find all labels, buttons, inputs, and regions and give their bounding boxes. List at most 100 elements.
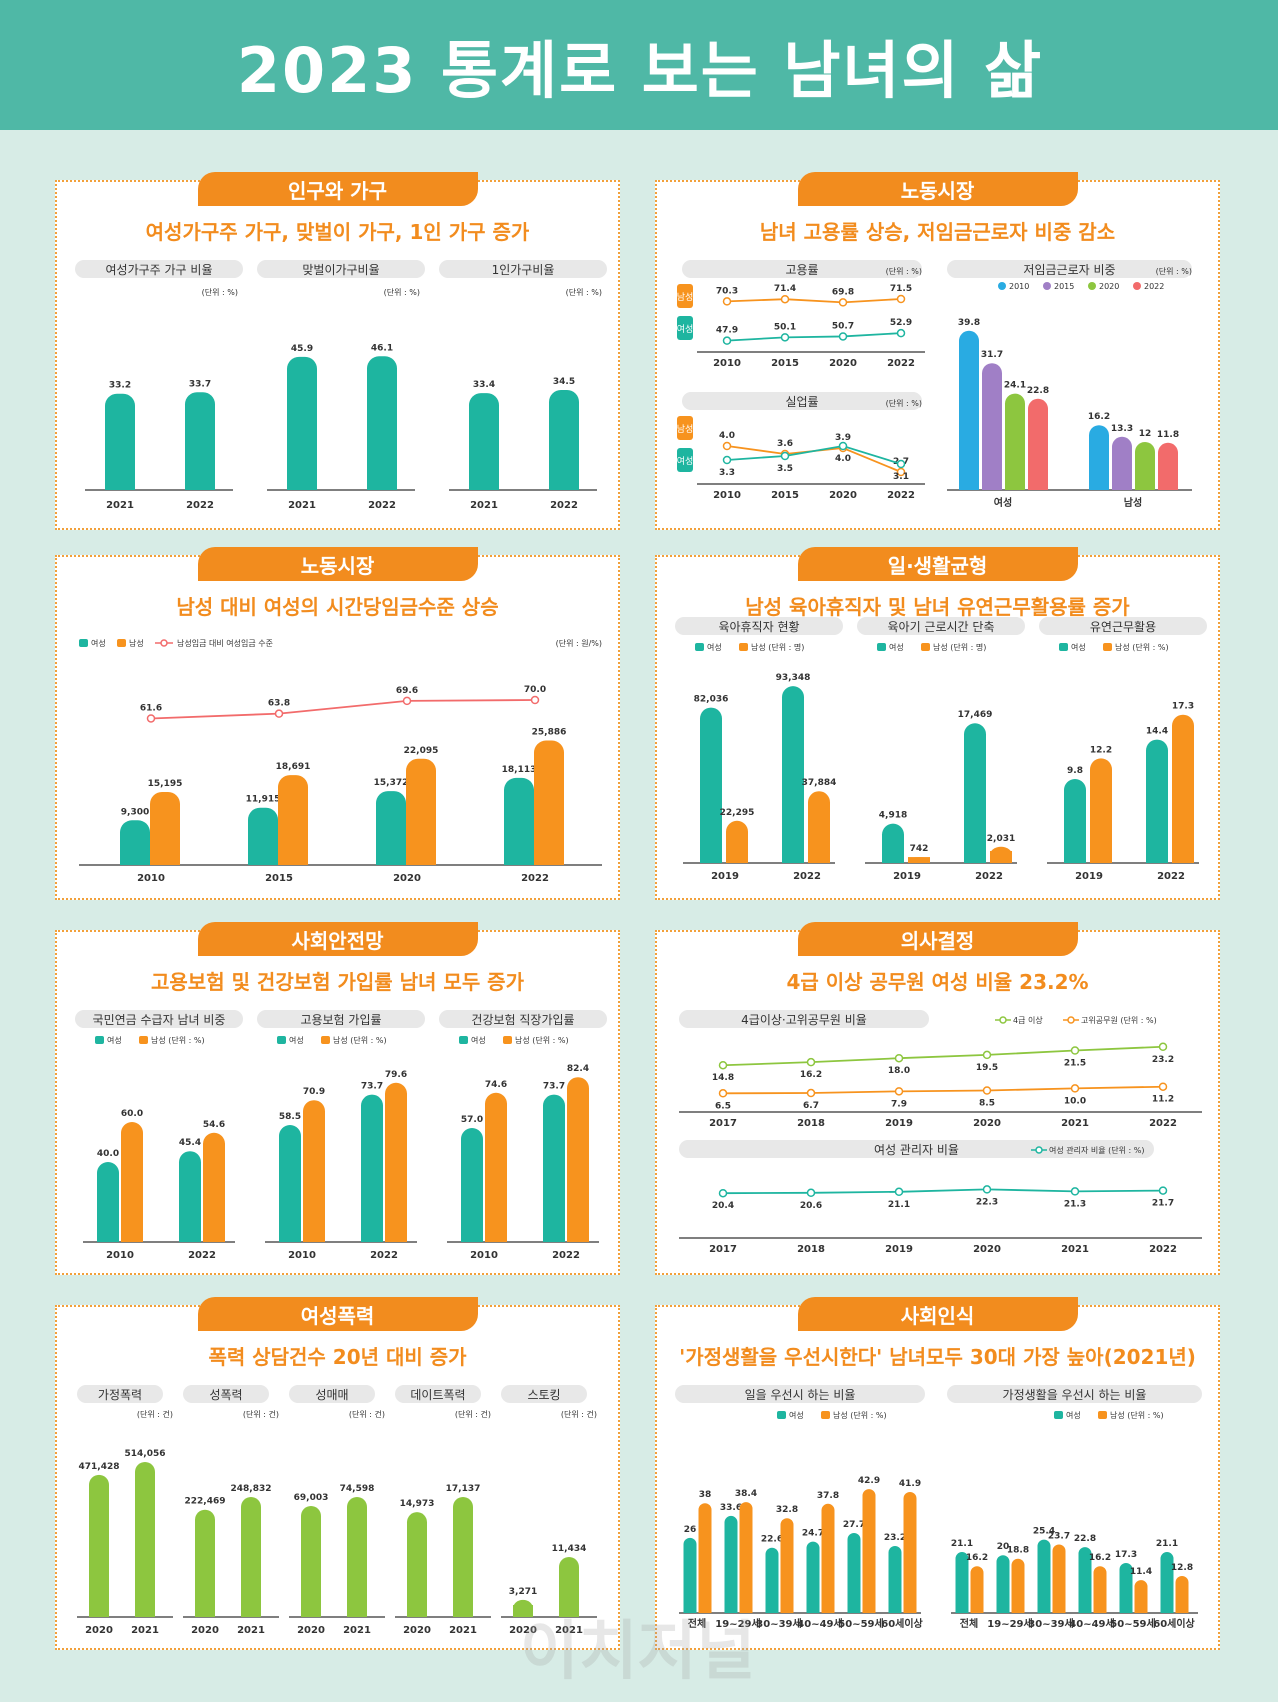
bar — [1064, 779, 1086, 863]
card-social-perception: 사회인식 '가정생활을 우선시한다' 남녀모두 30대 가장 높아(2021년)… — [655, 1297, 1220, 1650]
chart-title: 육아휴직자 현황 — [718, 620, 799, 634]
series-point — [718, 1060, 728, 1070]
data-label: 38 — [699, 1490, 712, 1500]
data-label: 24.7 — [802, 1529, 824, 1539]
data-label: 74.6 — [485, 1080, 507, 1090]
data-label: 21.1 — [888, 1200, 910, 1210]
series-point — [1070, 1187, 1080, 1196]
section-badge: 노동시장 — [797, 172, 1078, 206]
legend-label: 남성 (단위 : %) — [833, 1410, 887, 1420]
data-label: 14.8 — [712, 1073, 734, 1083]
bar-base — [1158, 478, 1178, 490]
category-label: 2015 — [265, 873, 293, 884]
bar — [724, 1515, 738, 1613]
section-headline: 남성 대비 여성의 시간당임금수준 상승 — [176, 595, 499, 619]
series-point — [894, 1187, 904, 1197]
series-point — [838, 332, 848, 341]
chart-title: 맞벌이가구비율 — [302, 263, 379, 277]
legend-label: 고위공무원 (단위 : %) — [1081, 1015, 1157, 1025]
category-label: 2022 — [1157, 871, 1185, 882]
legend-swatch — [95, 1036, 104, 1044]
data-label: 18,113 — [502, 765, 537, 775]
category-label: 2020 — [393, 873, 421, 884]
unit-label: (단위 : 건) — [561, 1409, 597, 1419]
category-label: 2020 — [829, 358, 857, 369]
data-label: 41.9 — [899, 1479, 921, 1489]
legend-label: 여성 — [1071, 642, 1086, 652]
bar-base — [1089, 478, 1109, 490]
unit-label: (단위 : %) — [886, 398, 922, 408]
data-label: 26 — [684, 1525, 697, 1535]
bar-base — [407, 1605, 427, 1617]
bar — [301, 1506, 321, 1617]
series-point — [146, 714, 156, 723]
section-badge: 사회인식 — [797, 1297, 1078, 1331]
legend-swatch — [1054, 1411, 1063, 1419]
legend-swatch — [117, 639, 126, 647]
data-label: 17.3 — [1172, 702, 1194, 712]
legend-swatch — [1098, 1411, 1107, 1419]
bar-base — [1093, 1601, 1107, 1613]
data-label: 37.8 — [817, 1491, 839, 1501]
side-tag-female — [677, 316, 693, 340]
bar — [1172, 714, 1194, 863]
category-label: 2020 — [403, 1625, 431, 1636]
bar — [347, 1497, 367, 1617]
watermark: 이치저널 — [520, 1615, 756, 1689]
series-point — [894, 1087, 904, 1096]
category-label: 2022 — [1149, 1118, 1177, 1129]
bar-base — [862, 1601, 876, 1613]
category-label: 2021 — [106, 500, 134, 511]
bar-base — [1134, 1601, 1148, 1613]
data-label: 50.7 — [832, 321, 854, 331]
chart-title: 가정생활을 우선시 하는 비율 — [1003, 1388, 1147, 1402]
category-label: 2022 — [793, 871, 821, 882]
unit-label: (단위 : %) — [384, 287, 420, 297]
data-label: 3.6 — [777, 439, 793, 449]
data-label: 22.3 — [976, 1197, 998, 1207]
chart-title: 육아기 근로시간 단축 — [888, 620, 995, 634]
data-label: 23.2 — [1152, 1055, 1174, 1065]
category-label: 2010 — [713, 490, 741, 501]
bar — [121, 1122, 143, 1242]
data-label: 8.5 — [979, 1099, 995, 1109]
side-tag-male — [677, 284, 693, 308]
data-label: 40.0 — [97, 1149, 119, 1159]
bar-base — [485, 1230, 507, 1242]
bar-base — [1064, 851, 1086, 863]
data-label: 18,691 — [276, 762, 311, 772]
category-label: 2020 — [85, 1625, 113, 1636]
unit-label: (단위 : 원/%) — [556, 638, 602, 648]
bar-base — [534, 853, 564, 865]
chart-title-pill — [675, 1385, 925, 1403]
legend-label: 여성 — [107, 1035, 122, 1045]
category-label: 전체 — [960, 1617, 978, 1630]
bar-base — [469, 478, 499, 490]
data-label: 19.5 — [976, 1063, 998, 1073]
data-label: 21.5 — [1064, 1059, 1086, 1069]
bar-base — [1011, 1601, 1025, 1613]
data-label: 16.2 — [1088, 412, 1110, 422]
chart-title-pill — [682, 392, 922, 410]
data-label: 71.4 — [774, 284, 796, 294]
bar-base — [959, 478, 979, 490]
chart-title: 스토킹 — [527, 1388, 560, 1402]
data-label: 60.0 — [121, 1109, 143, 1119]
data-label: 22,295 — [720, 808, 755, 818]
section-headline: 여성가구주 가구, 맞벌이 가구, 1인 가구 증가 — [145, 220, 530, 244]
side-tag-label: 남성 — [677, 292, 694, 303]
unit-label: (단위 : 건) — [243, 1409, 279, 1419]
category-label: 50~59세 — [1110, 1617, 1155, 1630]
series-point — [838, 441, 848, 451]
data-label: 70.9 — [303, 1087, 325, 1097]
category-label: 2022 — [975, 871, 1003, 882]
chart-title-pill — [947, 260, 1192, 278]
side-tag-male — [677, 416, 693, 440]
bar-base — [367, 478, 397, 490]
category-label: 2021 — [1061, 1244, 1089, 1255]
section-badge: 일·생활균형 — [797, 547, 1078, 581]
bar — [385, 1082, 407, 1242]
category-label: 30~39세 — [756, 1617, 801, 1630]
series-point — [896, 459, 906, 469]
